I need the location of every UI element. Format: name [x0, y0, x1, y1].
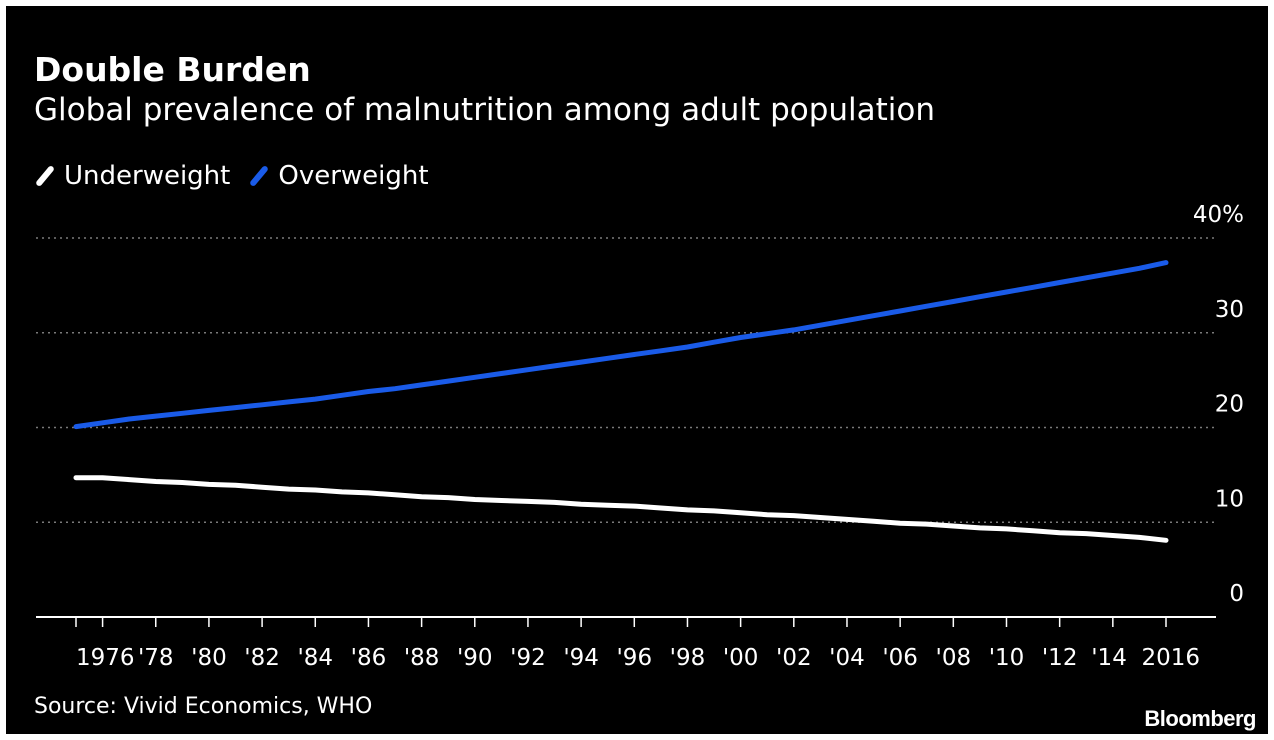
x-tick-label-2012: '12	[1042, 645, 1078, 671]
x-tick-label-1996: '96	[616, 645, 652, 671]
x-tick-label-1988: '88	[404, 645, 440, 671]
legend-label-underweight: Underweight	[64, 161, 231, 191]
x-tick-label-2014: '14	[1091, 645, 1127, 671]
x-tick-label-1998: '98	[670, 645, 706, 671]
chart-panel: Double Burden Global prevalence of malnu…	[6, 6, 1268, 734]
x-tick-label-2016: 2016	[1141, 645, 1200, 671]
chart-title: Double Burden	[34, 50, 311, 89]
x-tick-label-1994: '94	[563, 645, 599, 671]
x-tick-label-1978: '78	[138, 645, 174, 671]
x-tick-label-2004: '04	[829, 645, 865, 671]
chart-legend: Underweight Overweight	[34, 158, 447, 194]
x-tick-label-2008: '08	[936, 645, 972, 671]
series-line-overweight	[73, 260, 1169, 430]
series-line-underweight	[73, 475, 1169, 543]
x-tick-label-1984: '84	[297, 645, 333, 671]
y-tick-label-0: 0	[1229, 581, 1244, 607]
x-tick-label-2000: '00	[723, 645, 759, 671]
x-tick-label-1976: 1976	[76, 645, 135, 671]
legend-item-overweight: Overweight	[248, 161, 429, 191]
x-tick-label-1982: '82	[244, 645, 280, 671]
x-tick-label-1980: '80	[191, 645, 227, 671]
line-chart: 0 10 20 30 40% 1976'78 '80 '82 '84 '86 '88 '90 '92 '9…	[36, 202, 1244, 671]
x-tick-label-1992: '92	[510, 645, 546, 671]
y-tick-label-40: 40%	[1193, 202, 1244, 228]
x-tick-label-2006: '06	[882, 645, 918, 671]
bloomberg-logo: Bloomberg	[1144, 706, 1256, 731]
y-tick-label-10: 10	[1215, 486, 1244, 512]
x-tick-label-1990: '90	[457, 645, 493, 671]
y-tick-label-30: 30	[1215, 297, 1244, 323]
source-note: Source: Vivid Economics, WHO	[34, 694, 373, 719]
chart-subtitle: Global prevalence of malnutrition among …	[34, 92, 936, 128]
legend-item-underweight: Underweight	[34, 161, 230, 191]
x-tick-label-1986: '86	[351, 645, 387, 671]
x-tick-label-2002: '02	[776, 645, 812, 671]
legend-label-overweight: Overweight	[278, 161, 429, 191]
y-tick-label-20: 20	[1215, 392, 1244, 418]
x-tick-label-2010: '10	[989, 645, 1025, 671]
